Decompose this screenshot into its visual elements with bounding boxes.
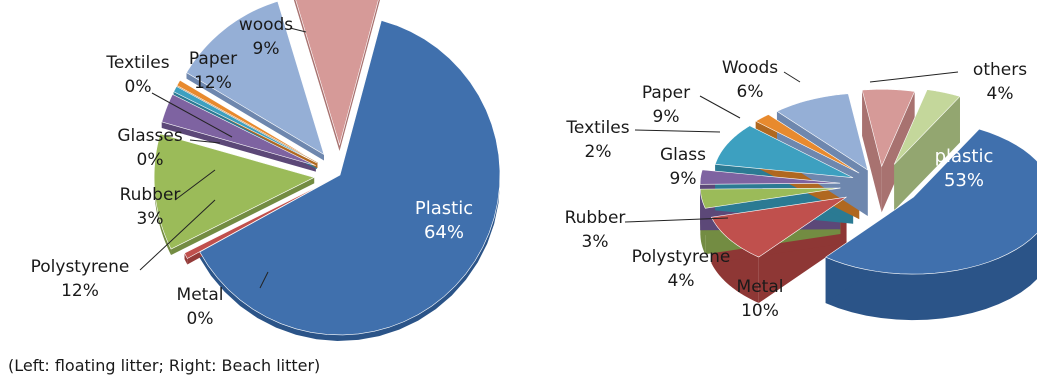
value-label-polystyrene: 12% <box>61 281 99 301</box>
label-polystyrene: Polystyrene <box>31 257 130 277</box>
value-label-rubber: 3% <box>137 209 164 229</box>
value-label-glass: 9% <box>670 169 697 189</box>
leader-line-paper <box>700 96 740 118</box>
label-paper: Paper <box>642 83 690 103</box>
leader-line-others <box>870 72 958 82</box>
value-label-others: 4% <box>987 84 1014 104</box>
value-label-polystyrene: 4% <box>668 271 695 291</box>
label-plastic: Plastic <box>415 198 473 219</box>
label-others: others <box>973 60 1027 80</box>
value-label-textiles: 2% <box>585 142 612 162</box>
pie-chart-2: plastic 53% Metal 10% Polystyrene 4% Rubber 3% G… <box>565 58 1037 321</box>
label-textiles: Textiles <box>565 118 629 138</box>
leader-line-textiles <box>635 130 720 132</box>
value-label-textiles: 0% <box>125 77 152 97</box>
value-label-rubber: 3% <box>582 232 609 252</box>
label-metal: Metal <box>177 285 224 305</box>
label-glass: Glass <box>660 145 706 165</box>
label-metal: Metal <box>737 277 784 297</box>
leader-line-woods <box>784 72 800 82</box>
value-label-paper: 9% <box>653 107 680 127</box>
label-rubber: Rubber <box>120 185 181 205</box>
value-label-woods: 9% <box>253 39 280 59</box>
value-label-woods: 6% <box>737 82 764 102</box>
label-plastic: plastic <box>935 146 994 167</box>
label-rubber: Rubber <box>565 208 626 228</box>
value-label-glasses: 0% <box>137 150 164 170</box>
figure-caption: (Left: floating litter; Right: Beach lit… <box>8 356 320 375</box>
value-label-metal: 10% <box>741 301 779 321</box>
label-textiles: Textiles <box>105 53 169 73</box>
label-woods: Woods <box>722 58 778 78</box>
value-label-paper: 12% <box>194 73 232 93</box>
value-label-metal: 0% <box>187 309 214 329</box>
pie-chart-1: Plastic 64% Metal 0% Polystyrene 12% Rubber 3% G… <box>31 0 500 341</box>
label-woods: woods <box>239 15 293 35</box>
value-label-plastic: 53% <box>944 170 984 191</box>
label-paper: Paper <box>189 49 237 69</box>
label-glasses: Glasses <box>117 126 182 146</box>
value-label-plastic: 64% <box>424 222 464 243</box>
label-polystyrene: Polystyrene <box>632 247 731 267</box>
